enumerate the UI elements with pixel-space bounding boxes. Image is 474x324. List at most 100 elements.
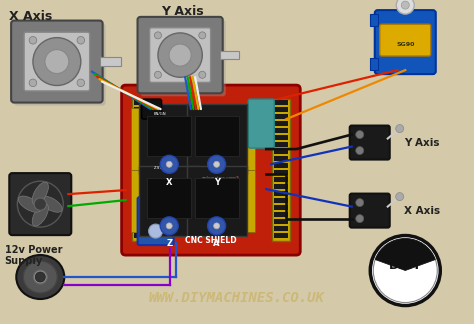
Bar — [199, 108, 207, 170]
Text: Y.STEP/DIR: Y.STEP/DIR — [154, 148, 174, 152]
Bar — [274, 226, 288, 231]
Bar — [132, 99, 150, 241]
Bar — [134, 184, 147, 189]
Bar — [147, 178, 191, 218]
Bar — [134, 142, 147, 147]
Bar — [134, 128, 147, 133]
Circle shape — [33, 38, 81, 86]
Circle shape — [160, 155, 178, 173]
Bar — [134, 191, 147, 196]
Bar — [134, 163, 147, 168]
Bar — [134, 212, 147, 217]
Bar — [274, 142, 288, 147]
FancyBboxPatch shape — [248, 99, 274, 148]
Text: WWW.DIYMACHINES.CO.UK: WWW.DIYMACHINES.CO.UK — [149, 291, 325, 305]
Bar — [370, 14, 378, 26]
Circle shape — [35, 272, 46, 282]
Circle shape — [208, 155, 226, 173]
Bar — [147, 116, 191, 156]
Bar — [134, 107, 147, 112]
Bar — [274, 170, 288, 175]
Circle shape — [158, 33, 202, 77]
Text: SG90: SG90 — [396, 41, 414, 47]
Bar — [134, 219, 147, 224]
Ellipse shape — [23, 261, 57, 293]
Bar — [220, 51, 239, 60]
Bar — [139, 166, 199, 236]
Bar — [274, 198, 288, 203]
Circle shape — [199, 32, 206, 39]
FancyBboxPatch shape — [137, 17, 223, 93]
Bar — [274, 184, 288, 189]
FancyBboxPatch shape — [140, 20, 226, 96]
Ellipse shape — [18, 196, 41, 212]
Bar — [274, 177, 288, 182]
Bar — [274, 114, 288, 119]
Bar — [134, 100, 147, 105]
Bar — [274, 149, 288, 154]
Bar — [195, 116, 238, 156]
Bar — [134, 149, 147, 154]
Circle shape — [34, 198, 46, 210]
Bar — [134, 198, 147, 203]
Bar — [199, 170, 207, 232]
Bar — [139, 104, 199, 174]
Wedge shape — [375, 238, 435, 271]
Bar — [274, 135, 288, 140]
Circle shape — [208, 217, 226, 235]
Bar — [134, 121, 147, 126]
FancyBboxPatch shape — [24, 32, 90, 91]
Bar — [134, 114, 147, 119]
Bar — [274, 107, 288, 112]
Ellipse shape — [32, 182, 48, 205]
Circle shape — [199, 71, 206, 78]
Bar — [131, 108, 139, 170]
FancyBboxPatch shape — [380, 24, 431, 56]
Bar — [274, 212, 288, 217]
Circle shape — [166, 223, 172, 229]
Ellipse shape — [40, 196, 62, 212]
Circle shape — [77, 37, 85, 44]
Circle shape — [77, 79, 85, 87]
FancyBboxPatch shape — [137, 197, 173, 245]
FancyBboxPatch shape — [150, 28, 210, 82]
Text: ardumotors.com/5: ardumotors.com/5 — [202, 176, 240, 180]
FancyBboxPatch shape — [375, 10, 436, 74]
Bar — [134, 177, 147, 182]
Bar — [134, 205, 147, 210]
Circle shape — [356, 146, 364, 155]
Bar — [246, 108, 255, 170]
Circle shape — [356, 214, 364, 223]
Circle shape — [214, 161, 219, 167]
Bar — [246, 170, 255, 232]
Circle shape — [356, 131, 364, 139]
Circle shape — [396, 0, 414, 14]
Text: D.I.Y: D.I.Y — [389, 259, 422, 272]
Text: X.STEP/DIR: X.STEP/DIR — [154, 130, 175, 134]
Bar — [134, 135, 147, 140]
Text: A: A — [213, 239, 220, 249]
Bar — [274, 128, 288, 133]
FancyBboxPatch shape — [142, 99, 162, 119]
Bar — [274, 233, 288, 238]
Bar — [195, 178, 238, 218]
FancyBboxPatch shape — [350, 194, 390, 227]
Bar — [370, 58, 378, 70]
FancyBboxPatch shape — [9, 173, 71, 235]
Bar — [274, 156, 288, 161]
Circle shape — [214, 223, 219, 229]
Bar — [134, 226, 147, 231]
Text: machines: machines — [385, 277, 425, 286]
Bar — [100, 57, 120, 66]
Circle shape — [396, 124, 404, 133]
Circle shape — [155, 32, 162, 39]
Bar — [274, 219, 288, 224]
Ellipse shape — [32, 203, 48, 226]
Circle shape — [45, 50, 69, 74]
Text: Y: Y — [214, 178, 219, 187]
Bar — [274, 163, 288, 168]
Bar — [134, 233, 147, 238]
Circle shape — [169, 44, 191, 66]
Text: Y Axis: Y Axis — [404, 138, 439, 147]
Text: Z.STEP/DIR: Z.STEP/DIR — [154, 166, 175, 170]
